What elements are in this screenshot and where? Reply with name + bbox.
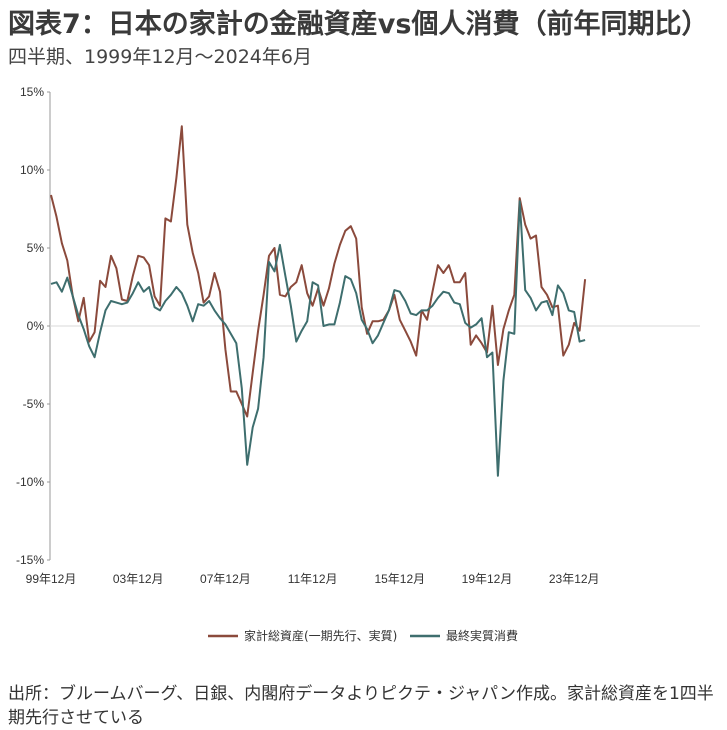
chart-series	[50, 125, 587, 477]
y-tick-label: -10%	[16, 475, 44, 489]
x-tick-label: 99年12月	[26, 572, 77, 586]
y-tick-label: -15%	[16, 553, 44, 567]
y-tick-label: 15%	[20, 85, 44, 99]
y-tick-label: 5%	[27, 241, 45, 255]
x-tick-label: 19年12月	[462, 572, 513, 586]
chart-title: 図表7：日本の家計の金融資産vs個人消費（前年同期比）	[8, 9, 709, 40]
y-tick-label: -5%	[23, 397, 45, 411]
series-line-2	[50, 200, 586, 477]
legend-label-1: 家計総資産(一期先行、実質)	[244, 628, 397, 643]
x-tick-label: 03年12月	[113, 572, 164, 586]
source-note: 出所：ブルームバーグ、日銀、内閣府データよりピクテ・ジャパン作成。家計総資産を1…	[8, 684, 714, 728]
x-tick-label: 23年12月	[549, 572, 600, 586]
y-tick-label: 0%	[27, 319, 45, 333]
line-chart: 15% 10% 5% 0% -5% -10% -15% 99年12月 03年12月 07年12月 1…	[16, 85, 700, 643]
x-tick-label: 11年12月	[288, 572, 338, 586]
chart-subtitle: 四半期、1999年12月～2024年6月	[8, 46, 312, 68]
chart-legend: 家計総資産(一期先行、実質) 最終実質消費	[208, 628, 518, 643]
chart-axes: 15% 10% 5% 0% -5% -10% -15% 99年12月 03年12月 07年12月 1…	[16, 85, 700, 586]
x-tick-label: 07年12月	[200, 572, 251, 586]
legend-label-2: 最終実質消費	[446, 628, 518, 643]
y-tick-label: 10%	[20, 163, 44, 177]
x-tick-label: 15年12月	[374, 572, 425, 586]
